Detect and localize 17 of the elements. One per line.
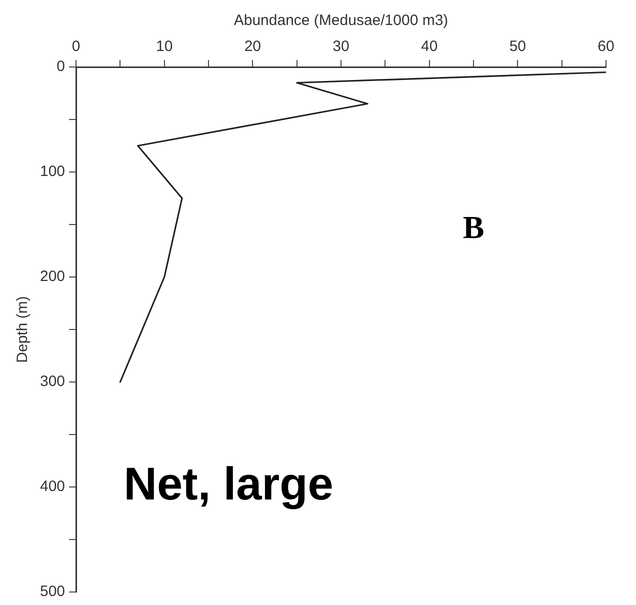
x-tick-label: 20 xyxy=(244,38,262,56)
x-tick-label: 0 xyxy=(72,38,80,56)
x-axis-title: Abundance (Medusae/1000 m3) xyxy=(234,12,448,30)
x-tick-label: 10 xyxy=(156,38,173,56)
x-tick-label: 60 xyxy=(598,38,614,56)
x-tick-label: 40 xyxy=(421,38,438,56)
y-tick-label: 200 xyxy=(40,268,66,286)
x-tick-label: 50 xyxy=(509,38,526,56)
annotation: Net, large xyxy=(124,458,334,510)
x-tick-label: 30 xyxy=(332,38,350,56)
y-axis-title: Depth (m) xyxy=(14,296,32,363)
y-tick-label: 0 xyxy=(56,58,66,76)
y-tick-label: 400 xyxy=(40,478,66,496)
annotation: B xyxy=(462,209,484,246)
y-tick-label: 100 xyxy=(40,163,66,180)
y-tick-label: 300 xyxy=(40,373,66,390)
y-tick-label: 500 xyxy=(40,583,66,600)
